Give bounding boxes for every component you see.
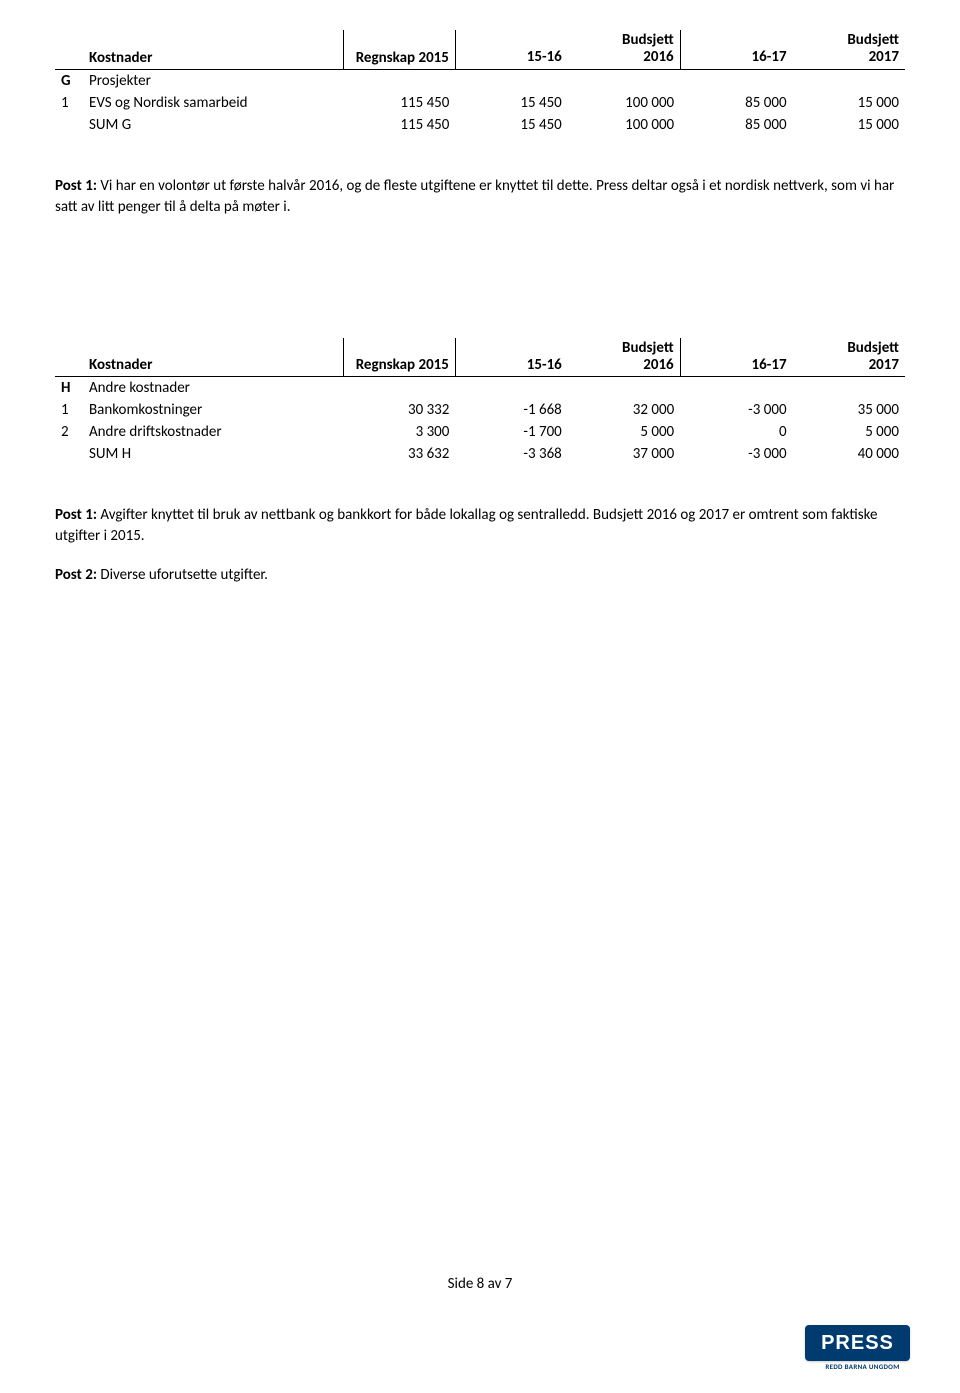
section-label: Andre kostnader [83, 377, 343, 400]
sum-label: SUM H [83, 443, 343, 465]
post-1-text: Vi har en volontør ut første halvår 2016… [55, 177, 894, 216]
logo-text: PRESS [821, 1332, 894, 1355]
post-1-label: Post 1: [55, 506, 100, 524]
cell-1617: 85 000 [680, 92, 792, 114]
header-regnskap: Regnskap 2015 [343, 338, 455, 377]
header-kostnader: Kostnader [83, 338, 343, 377]
header-1516: 15-16 [455, 338, 567, 377]
cell-1617: 0 [680, 421, 792, 443]
row-number: 2 [55, 421, 83, 443]
sum-b2017: 40 000 [793, 443, 905, 465]
header-budsjett-2016: Budsjett 2016 [568, 30, 680, 69]
header-budsjett-2016: Budsjett 2016 [568, 338, 680, 377]
logo-box: PRESS [805, 1325, 910, 1361]
table-g-prosjekter: Kostnader Regnskap 2015 15-16 Budsjett 2… [55, 30, 905, 136]
sum-regnskap: 33 632 [343, 443, 455, 465]
table-header-row: Kostnader Regnskap 2015 15-16 Budsjett 2… [55, 338, 905, 377]
cell-b2017: 15 000 [793, 92, 905, 114]
section-letter: H [55, 377, 83, 400]
table-row: 1 Bankomkostninger 30 332 -1 668 32 000 … [55, 399, 905, 421]
sum-label: SUM G [83, 114, 343, 136]
header-regnskap: Regnskap 2015 [343, 30, 455, 69]
post-1-paragraph-g: Post 1: Vi har en volontør ut første hal… [55, 176, 905, 218]
header-budsjett-2017: Budsjett 2017 [793, 30, 905, 69]
sum-b2016: 37 000 [568, 443, 680, 465]
post-2-paragraph-h: Post 2: Diverse uforutsette utgifter. [55, 565, 905, 586]
row-label: EVS og Nordisk samarbeid [83, 92, 343, 114]
header-1617: 16-17 [680, 338, 792, 377]
cell-b2016: 32 000 [568, 399, 680, 421]
sum-1617: 85 000 [680, 114, 792, 136]
post-1-text: Avgifter knyttet til bruk av nettbank og… [55, 506, 877, 545]
cell-b2017: 35 000 [793, 399, 905, 421]
header-empty [55, 30, 83, 69]
table-header-row: Kostnader Regnskap 2015 15-16 Budsjett 2… [55, 30, 905, 69]
cell-regnskap: 115 450 [343, 92, 455, 114]
cell-1516: -1 668 [455, 399, 567, 421]
sum-1516: 15 450 [455, 114, 567, 136]
row-number: 1 [55, 92, 83, 114]
row-label: Andre driftskostnader [83, 421, 343, 443]
sum-regnskap: 115 450 [343, 114, 455, 136]
section-letter: G [55, 69, 83, 92]
sum-b2016: 100 000 [568, 114, 680, 136]
table-sum-row: SUM H 33 632 -3 368 37 000 -3 000 40 000 [55, 443, 905, 465]
sum-1617: -3 000 [680, 443, 792, 465]
header-empty [55, 338, 83, 377]
header-1617: 16-17 [680, 30, 792, 69]
table-sum-row: SUM G 115 450 15 450 100 000 85 000 15 0… [55, 114, 905, 136]
header-budsjett-2017: Budsjett 2017 [793, 338, 905, 377]
cell-regnskap: 30 332 [343, 399, 455, 421]
post-2-text: Diverse uforutsette utgifter. [100, 566, 268, 584]
cell-b2016: 100 000 [568, 92, 680, 114]
cell-b2017: 5 000 [793, 421, 905, 443]
sum-b2017: 15 000 [793, 114, 905, 136]
page-number: Side 8 av 7 [0, 1275, 960, 1293]
header-1516: 15-16 [455, 30, 567, 69]
table-section-row: H Andre kostnader [55, 377, 905, 400]
table-h-andre-kostnader: Kostnader Regnskap 2015 15-16 Budsjett 2… [55, 338, 905, 466]
cell-1516: -1 700 [455, 421, 567, 443]
cell-1516: 15 450 [455, 92, 567, 114]
row-number: 1 [55, 399, 83, 421]
post-2-label: Post 2: [55, 566, 100, 584]
table-section-row: G Prosjekter [55, 69, 905, 92]
press-logo: PRESS REDD BARNA UNGDOM [805, 1325, 920, 1373]
logo-subtitle: REDD BARNA UNGDOM [805, 1362, 920, 1371]
cell-1617: -3 000 [680, 399, 792, 421]
section-label: Prosjekter [83, 69, 343, 92]
sum-1516: -3 368 [455, 443, 567, 465]
header-kostnader: Kostnader [83, 30, 343, 69]
table-row: 2 Andre driftskostnader 3 300 -1 700 5 0… [55, 421, 905, 443]
table-row: 1 EVS og Nordisk samarbeid 115 450 15 45… [55, 92, 905, 114]
post-1-paragraph-h: Post 1: Avgifter knyttet til bruk av net… [55, 505, 905, 547]
row-label: Bankomkostninger [83, 399, 343, 421]
post-1-label: Post 1: [55, 177, 100, 195]
cell-b2016: 5 000 [568, 421, 680, 443]
cell-regnskap: 3 300 [343, 421, 455, 443]
